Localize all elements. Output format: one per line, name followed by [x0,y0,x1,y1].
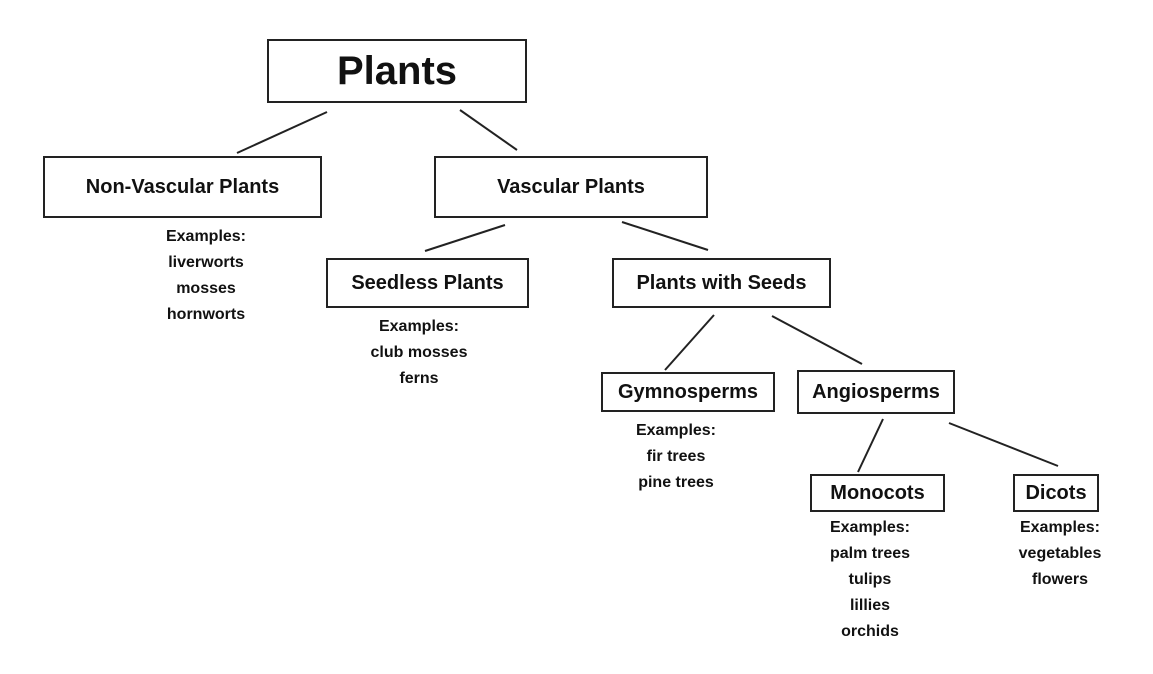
examples-heading: Examples: [1019,519,1101,536]
example-item: tulips [848,571,892,588]
node-plants-label: Plants [336,48,458,93]
examples-monocots: Examples: palm trees tulips lillies orch… [795,515,945,645]
examples-heading: Examples: [165,228,247,245]
node-gymnosperms: Gymnosperms [601,372,775,412]
example-item: pine trees [638,474,714,491]
link-vascular-seedless [424,224,506,252]
node-dicots: Dicots [1013,474,1099,512]
example-item: orchids [841,623,899,640]
node-non-vascular-plants: Non-Vascular Plants [43,156,322,218]
examples-non-vascular: Examples: liverworts mosses hornworts [131,224,281,328]
node-seedless-label: Seedless Plants [351,271,504,294]
examples-heading: Examples: [829,519,911,536]
example-item: vegetables [1018,545,1102,562]
node-vascular-label: Vascular Plants [497,175,645,198]
node-vascular-plants: Vascular Plants [434,156,708,218]
node-dicots-label: Dicots [1025,481,1087,504]
examples-heading: Examples: [635,422,717,439]
example-item: club mosses [370,344,468,361]
link-angiosperms-dicots [948,422,1059,467]
link-withseeds-angiosperms [771,315,863,365]
link-plants-vascular [459,109,518,151]
examples-gymnosperms: Examples: fir trees pine trees [601,418,751,496]
node-angiosperms-label: Angiosperms [812,380,940,403]
example-item: hornworts [166,306,246,323]
example-item: ferns [399,370,439,387]
node-seedless-plants: Seedless Plants [326,258,529,308]
node-with-seeds-label: Plants with Seeds [636,271,807,294]
example-item: lillies [849,597,891,614]
examples-dicots: Examples: vegetables flowers [990,515,1130,593]
node-gymnosperms-label: Gymnosperms [617,380,759,403]
node-monocots: Monocots [810,474,945,512]
example-item: liverworts [168,254,244,271]
node-plants-with-seeds: Plants with Seeds [612,258,831,308]
example-item: flowers [1031,571,1088,588]
node-monocots-label: Monocots [830,481,925,504]
node-non-vascular-label: Non-Vascular Plants [85,175,280,198]
example-item: mosses [176,280,236,297]
example-item: fir trees [646,448,706,465]
example-item: palm trees [829,545,911,562]
link-plants-nonvascular [236,111,328,154]
node-angiosperms: Angiosperms [797,370,955,414]
link-vascular-withseeds [621,221,709,251]
examples-seedless: Examples: club mosses ferns [344,314,494,392]
link-angiosperms-monocots [857,418,884,473]
examples-heading: Examples: [378,318,460,335]
link-withseeds-gymnosperms [664,314,715,371]
node-plants: Plants [267,39,527,103]
